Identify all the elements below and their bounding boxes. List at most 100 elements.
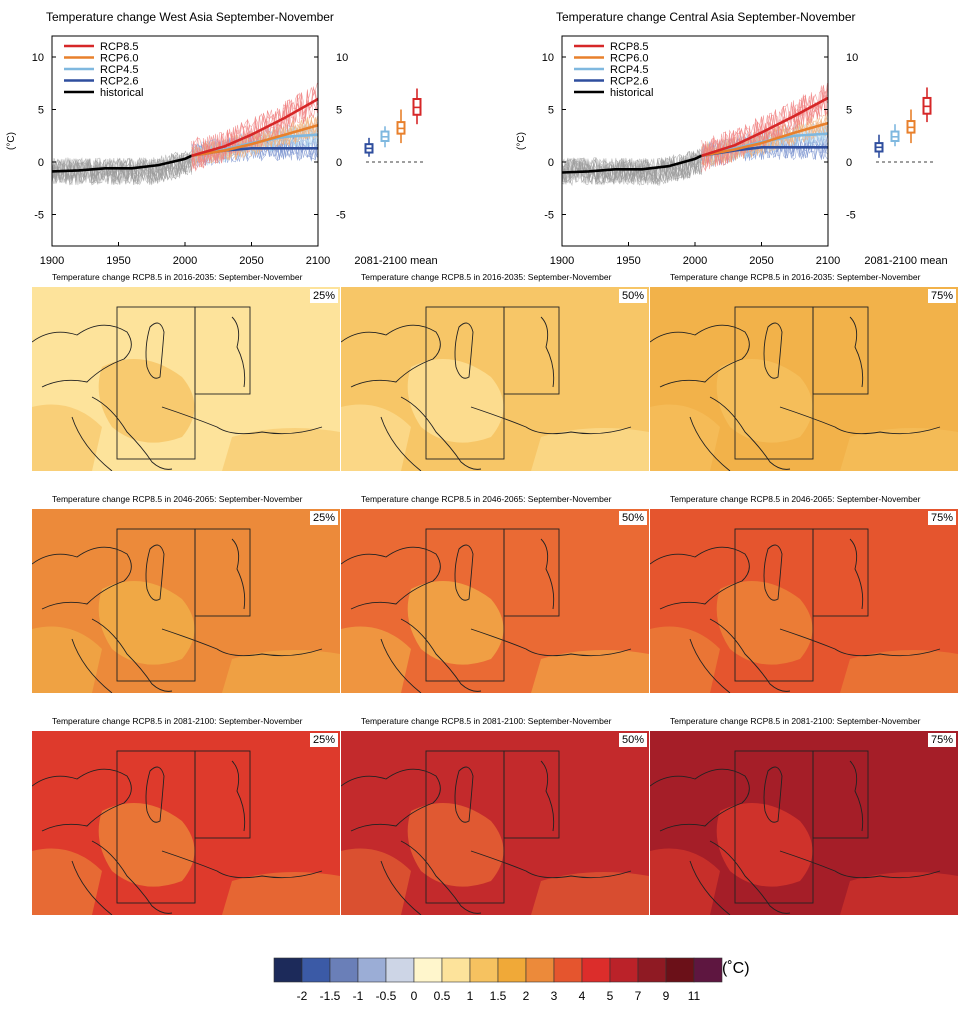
mean-box-rcp4-5 xyxy=(380,126,390,148)
colorbar-tick: 1 xyxy=(467,989,474,1003)
contour-patch xyxy=(840,872,958,915)
coastlines xyxy=(341,760,632,915)
xtick-label: 2100 xyxy=(816,255,840,267)
map-title: Temperature change RCP8.5 in 2081-2100: … xyxy=(52,716,303,726)
coastlines xyxy=(32,316,323,471)
colorbar-swatch xyxy=(553,957,583,983)
coastlines xyxy=(650,538,941,693)
xtick-label: 2000 xyxy=(683,255,707,267)
contour-patch xyxy=(98,803,195,887)
contour-patch xyxy=(650,626,720,693)
colorbar-swatch xyxy=(665,957,695,983)
y-axis-label: (°C) xyxy=(516,132,527,150)
ytick-label-right: 5 xyxy=(846,105,852,117)
ytick-label: 0 xyxy=(548,157,554,169)
map-panel: 25% xyxy=(32,287,340,471)
contour-patch xyxy=(716,581,813,665)
ytick-label-right: -5 xyxy=(846,210,856,222)
map-panel: 50% xyxy=(341,287,649,471)
map-title: Temperature change RCP8.5 in 2081-2100: … xyxy=(670,716,921,726)
colorbar-swatch xyxy=(581,957,611,983)
legend-label: RCP6.0 xyxy=(610,53,649,65)
contour-patch xyxy=(98,359,195,443)
series-line-rcp6-0 xyxy=(191,123,319,157)
ytick-label-right: 5 xyxy=(336,105,342,117)
region-boxes xyxy=(116,528,251,682)
ytick-label-right: 0 xyxy=(846,157,852,169)
ytick-label-right: 10 xyxy=(846,52,858,64)
region-boxes xyxy=(116,750,251,904)
ts-title-central: Temperature change Central Asia Septembe… xyxy=(556,10,856,24)
ytick-label: 0 xyxy=(38,157,44,169)
percentile-label: 50% xyxy=(618,289,647,303)
contour-patch xyxy=(341,404,411,471)
map-panel: 75% xyxy=(650,509,958,693)
contour-patch xyxy=(840,650,958,693)
colorbar-swatch xyxy=(273,957,303,983)
map-panel: 25% xyxy=(32,731,340,915)
colorbar-swatch xyxy=(637,957,667,983)
map-title: Temperature change RCP8.5 in 2046-2065: … xyxy=(670,494,921,504)
region-boxes xyxy=(734,528,869,682)
ytick-label: -5 xyxy=(34,210,44,222)
percentile-label: 25% xyxy=(309,289,338,303)
contour-patch xyxy=(32,404,102,471)
contour-patch xyxy=(341,848,411,915)
ytick-label: 10 xyxy=(542,52,554,64)
colorbar-swatch xyxy=(525,957,555,983)
contour-patch xyxy=(222,872,340,915)
xtick-label: 2100 xyxy=(306,255,330,267)
region-boxes xyxy=(734,750,869,904)
mean-box-rcp4-5 xyxy=(890,124,900,147)
percentile-label: 75% xyxy=(927,733,956,747)
region-boxes xyxy=(425,306,560,460)
contour-patch xyxy=(32,626,102,693)
legend-label: RCP4.5 xyxy=(610,64,649,76)
map-title: Temperature change RCP8.5 in 2016-2035: … xyxy=(670,272,921,282)
region-boxes xyxy=(425,528,560,682)
map-title: Temperature change RCP8.5 in 2016-2035: … xyxy=(52,272,303,282)
colorbar-swatch xyxy=(329,957,359,983)
series-line-historical xyxy=(561,154,703,174)
percentile-label: 50% xyxy=(618,733,647,747)
percentile-label: 75% xyxy=(927,289,956,303)
map-title: Temperature change RCP8.5 in 2081-2100: … xyxy=(361,716,612,726)
xtick-label: 1900 xyxy=(40,255,64,267)
region-boxes xyxy=(425,750,560,904)
mean-box-rcp2-6 xyxy=(364,137,374,157)
xtick-label: 2050 xyxy=(749,255,773,267)
contour-patch xyxy=(407,359,504,443)
contour-patch xyxy=(341,626,411,693)
colorbar-tick: 2 xyxy=(523,989,530,1003)
map-title: Temperature change RCP8.5 in 2016-2035: … xyxy=(361,272,612,282)
region-boxes xyxy=(734,306,869,460)
contour-patch xyxy=(407,581,504,665)
colorbar-tick: 3 xyxy=(551,989,558,1003)
colorbar-tick: 7 xyxy=(635,989,642,1003)
legend-label: RCP8.5 xyxy=(100,41,139,53)
contour-patch xyxy=(716,359,813,443)
series-line-historical xyxy=(51,154,193,173)
contour-patch xyxy=(531,872,649,915)
colorbar-tick: 5 xyxy=(607,989,614,1003)
legend-label: RCP6.0 xyxy=(100,53,139,65)
colorbar-swatch xyxy=(469,957,499,983)
timeseries-central-chart: 10 10 5 5 0 0 -5 -5 (°C) 1900 1950 2000 2050 2100 RCP8… xyxy=(516,35,948,267)
legend-label: historical xyxy=(610,87,653,99)
map-panel: 25% xyxy=(32,509,340,693)
xtick-label: 1950 xyxy=(616,255,640,267)
colorbar-tick: 9 xyxy=(663,989,670,1003)
map-panel: 75% xyxy=(650,731,958,915)
ts-title-west: Temperature change West Asia September-N… xyxy=(46,10,334,24)
colorbar-tick: -1.5 xyxy=(320,989,341,1003)
ytick-label-right: -5 xyxy=(336,210,346,222)
legend-label: RCP2.6 xyxy=(610,76,649,88)
map-panel: 50% xyxy=(341,731,649,915)
colorbar-swatch xyxy=(693,957,723,983)
ytick-label-right: 0 xyxy=(336,157,342,169)
contour-patch xyxy=(98,581,195,665)
colorbar-tick: -2 xyxy=(297,989,308,1003)
colorbar-tick: 4 xyxy=(579,989,586,1003)
xtick-label: 2000 xyxy=(173,255,197,267)
colorbar-swatch xyxy=(357,957,387,983)
